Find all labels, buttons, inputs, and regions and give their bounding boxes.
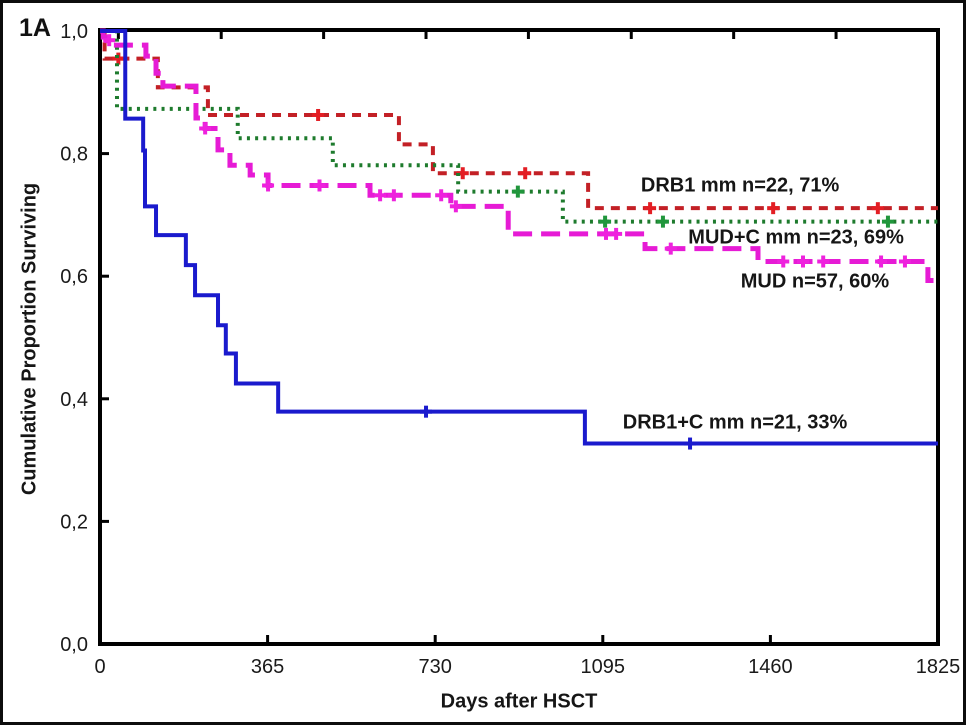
svg-text:1825: 1825 xyxy=(916,656,961,678)
svg-text:1095: 1095 xyxy=(581,656,626,678)
curve-label-drb1-mm: DRB1 mm n=22, 71% xyxy=(640,174,840,197)
svg-text:0,2: 0,2 xyxy=(60,511,88,533)
censor-marks-drb1-c-mm xyxy=(420,405,697,450)
x-axis-title: Days after HSCT xyxy=(440,690,598,713)
top-axis-ticks xyxy=(116,32,838,39)
curve-label-drb1-c-mm: DRB1+C mm n=21, 33% xyxy=(622,411,848,434)
curve-label-mud: MUD n=57, 60% xyxy=(740,270,890,293)
y-axis-title: Cumulative Proportion Surviving xyxy=(18,182,41,496)
kaplan-meier-chart: 0 365 730 1095 1460 1825 1,0 0,8 0,6 0,4 0,2 0,0 xyxy=(60,21,960,678)
curve-mud-c-mm xyxy=(100,29,938,224)
panel-label: 1A xyxy=(19,14,51,42)
svg-text:0,8: 0,8 xyxy=(60,144,88,166)
curve-mud xyxy=(100,28,938,283)
svg-text:0,4: 0,4 xyxy=(60,389,88,411)
svg-text:730: 730 xyxy=(419,656,452,678)
axes-frame xyxy=(98,28,940,646)
x-axis-ticks: 0 365 730 1095 1460 1825 xyxy=(94,635,960,678)
svg-text:0,0: 0,0 xyxy=(60,634,88,656)
curve-drb1-c-mm xyxy=(100,29,938,446)
censor-marks-mud-c-mm xyxy=(511,185,894,228)
censor-marks-mud xyxy=(103,34,911,268)
curve-label-mud-c-mm: MUD+C mm n=23, 69% xyxy=(688,226,904,249)
svg-text:0: 0 xyxy=(94,656,105,678)
svg-text:365: 365 xyxy=(251,656,284,678)
svg-text:1,0: 1,0 xyxy=(60,21,88,43)
y-axis-ticks: 1,0 0,8 0,6 0,4 0,2 0,0 xyxy=(60,21,109,656)
svg-text:1460: 1460 xyxy=(748,656,793,678)
svg-text:0,6: 0,6 xyxy=(60,266,88,288)
